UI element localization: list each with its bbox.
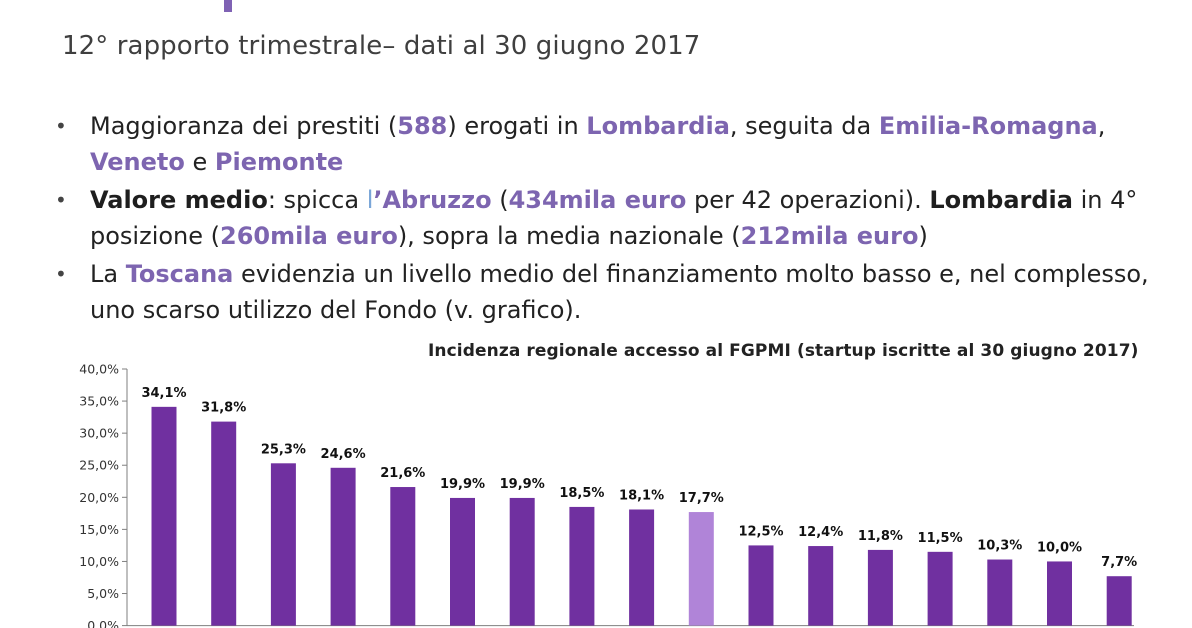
bar-data-label: 18,5% [559,486,604,501]
bullet1-text-4: , [1097,112,1106,140]
chart-title: Incidenza regionale accesso al FGPMI (st… [428,341,1139,361]
bullet3-text-1: La [90,260,126,288]
abruzzo-average-amount: 434mila euro [508,186,687,214]
bar [211,421,237,626]
bullet2-text-3: per 42 operazioni). [686,186,930,214]
bar-data-label: 25,3% [261,442,306,457]
bar-data-label: 11,8% [858,529,903,544]
bars [151,406,1132,626]
y-tick-label: 25,0% [79,458,119,473]
bar-data-label: 12,4% [798,525,843,540]
title-accent-bar [224,0,232,12]
bar-data-label: 17,7% [679,491,724,506]
bullet-text-lending: Maggioranza dei prestiti (588) erogati i… [90,108,1165,180]
bar [569,506,595,626]
bullet2-text-6: ) [918,222,928,250]
bar-data-label: 11,5% [918,531,963,546]
bullet2-text-5: ), sopra la media nazionale ( [397,222,741,250]
bar [748,545,774,626]
bar [867,549,893,626]
region-piemonte: Piemonte [214,148,344,176]
bullet-text-toscana: La Toscana evidenzia un livello medio de… [90,256,1165,328]
y-tick-label: 15,0% [79,522,119,537]
bullet-item-toscana: • La Toscana evidenzia un livello medio … [55,256,1165,328]
bullet1-text-3: , seguita da [729,112,879,140]
lombardia-average-amount: 260mila euro [220,222,398,250]
bar-highlighted [688,512,714,626]
bullet2-text-4: in 4° posizione ( [90,186,1138,250]
bar [987,559,1013,626]
bar-data-label: 19,9% [440,477,485,492]
bar-data-label: 31,8% [201,401,246,416]
bullet-marker: • [55,262,67,286]
bar [151,406,177,626]
bullet1-text-1: Maggioranza dei prestiti ( [90,112,398,140]
bar [270,463,296,626]
region-veneto: Veneto [90,148,185,176]
national-average-amount: 212mila euro [740,222,919,250]
region-toscana: Toscana [125,260,234,288]
y-tick-label: 40,0% [79,362,119,377]
bullet-text-average-value: Valore medio: spicca l’Abruzzo (434mila … [90,182,1165,254]
lombardia-strong: Lombardia [929,186,1073,214]
bar-data-label: 21,6% [380,466,425,481]
y-tick-label: 30,0% [79,426,119,441]
region-lombardia: Lombardia [586,112,730,140]
bar-data-label: 10,0% [1037,540,1082,555]
bar-data-label: 19,9% [500,477,545,492]
y-tick-label: 10,0% [79,554,119,569]
abruzzo-article: l [366,186,374,214]
bar-data-label: 10,3% [977,539,1022,554]
bar-data-label: 7,7% [1101,555,1137,570]
bar [629,509,655,626]
bar [927,551,953,626]
bar-data-label: 24,6% [321,447,366,462]
bullet-list: • Maggioranza dei prestiti (588) erogati… [55,108,1165,330]
bar [330,467,356,626]
bar [1106,576,1132,626]
bullet3-text-2: evidenzia un livello medio del finanziam… [90,260,1149,324]
loans-count: 588 [397,112,448,140]
bullet-marker: • [55,188,67,212]
bar [509,497,535,626]
bar [390,487,416,626]
bar [450,497,475,626]
report-subtitle: 12° rapporto trimestrale– dati al 30 giu… [62,31,701,61]
bullet-marker: • [55,114,67,138]
bar [808,546,834,626]
bullet1-text-5: e [184,148,215,176]
bar-data-label: 12,5% [738,524,783,539]
y-tick-label: 0,0% [87,618,119,628]
bullet-item-average-value: • Valore medio: spicca l’Abruzzo (434mil… [55,182,1165,254]
bullet1-text-2: ) erogati in [447,112,587,140]
region-emilia-romagna: Emilia-Romagna [878,112,1098,140]
average-value-label: Valore medio [90,186,268,214]
bullet2-text-1: : spicca [267,186,367,214]
bar-data-label: 34,1% [141,386,186,401]
y-tick-label: 5,0% [87,586,119,601]
region-abruzzo: ’Abruzzo [373,186,492,214]
bar-data-label: 18,1% [619,488,664,503]
bar [1047,561,1072,626]
bullet-item-lending: • Maggioranza dei prestiti (588) erogati… [55,108,1165,180]
bullet2-text-2: ( [491,186,509,214]
y-tick-label: 20,0% [79,490,119,505]
data-labels: 34,1% 31,8% 25,3% 24,6% 21,6% 19,9% 19,9% 18,5%… [141,386,1137,570]
y-tick-label: 35,0% [79,394,119,409]
